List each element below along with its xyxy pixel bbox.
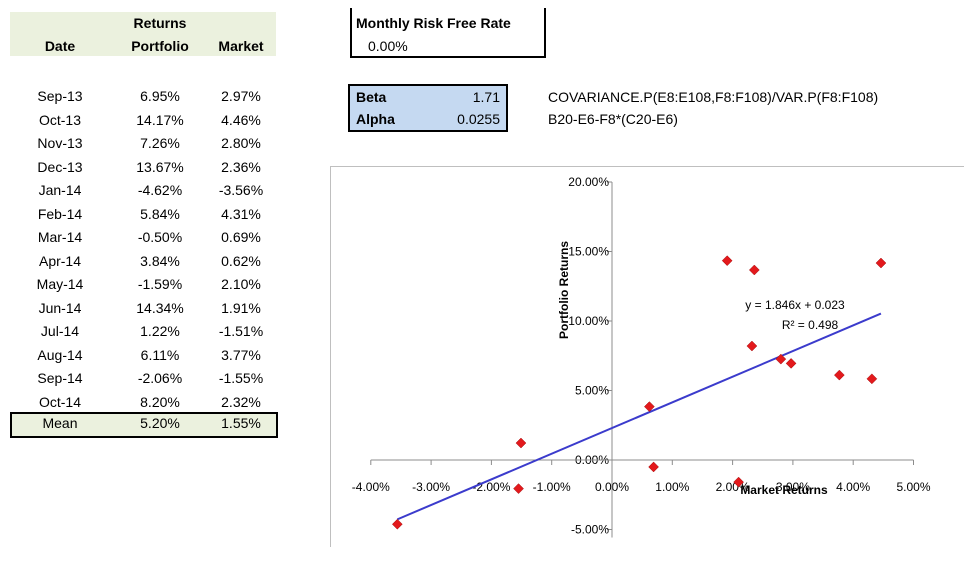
x-tick-label: 5.00% — [896, 480, 930, 494]
table-cell-date: Aug-14 — [37, 346, 83, 363]
mean-portfolio: 5.20% — [140, 415, 180, 431]
table-cell-date: Nov-13 — [37, 135, 83, 151]
data-point — [748, 264, 760, 276]
data-point — [775, 353, 787, 365]
x-tick-label: -3.00% — [412, 480, 450, 494]
risk-free-label: Monthly Risk Free Rate — [356, 15, 511, 31]
alpha-value: 0.0255 — [457, 111, 500, 127]
table-cell-portfolio: 6.11% — [140, 346, 180, 363]
table-cell-market: 2.97% — [221, 88, 261, 104]
table-cell-date: Feb-14 — [37, 205, 83, 222]
portfolio-header: Portfolio — [131, 38, 189, 54]
table-cell-market: 4.46% — [221, 111, 261, 128]
table-cell-date: Oct-14 — [38, 393, 81, 410]
table-cell-market: 2.32% — [221, 393, 261, 410]
mean-market: 1.55% — [221, 415, 261, 431]
table-cell-portfolio: 13.67% — [136, 158, 184, 175]
data-point — [833, 369, 845, 381]
y-tick-label: -5.00% — [571, 523, 609, 537]
data-point — [746, 340, 758, 352]
table-cell-portfolio: -1.59% — [137, 276, 183, 292]
data-point — [644, 401, 655, 412]
market-header: Market — [218, 38, 264, 54]
table-cell-portfolio: -0.50% — [137, 229, 183, 245]
table-cell-market: 1.91% — [221, 299, 261, 316]
table-cell-date: May-14 — [36, 276, 84, 292]
table-cell-portfolio: 6.95% — [140, 88, 180, 104]
x-tick-label: -1.00% — [533, 480, 571, 494]
data-point — [733, 476, 744, 488]
x-tick-label: -4.00% — [352, 480, 390, 494]
table-cell-market: 2.36% — [221, 158, 261, 175]
data-point — [391, 518, 403, 530]
table-cell-market: 0.62% — [221, 252, 261, 269]
table-cell-date: Sep-14 — [37, 370, 83, 386]
data-point — [721, 255, 733, 267]
alpha-formula: B20-E6-F8*(C20-E6) — [548, 111, 678, 127]
x-tick-label: 3.00% — [776, 480, 810, 494]
beta-formula: COVARIANCE.P(E8:E108,F8:F108)/VAR.P(F8:F… — [548, 89, 879, 105]
y-axis-label: Portfolio Returns — [557, 241, 571, 339]
table-cell-portfolio: 1.22% — [140, 323, 180, 339]
data-point — [875, 257, 887, 269]
table-cell-market: 2.80% — [221, 135, 261, 151]
table-cell-portfolio: 3.84% — [140, 252, 180, 269]
table-cell-date: Dec-13 — [37, 158, 83, 175]
table-cell-portfolio: 7.26% — [140, 135, 180, 151]
beta-value: 1.71 — [472, 89, 500, 105]
table-cell-market: -1.55% — [218, 370, 264, 386]
table-cell-portfolio: -4.62% — [137, 182, 183, 198]
table-cell-portfolio: 14.17% — [136, 111, 184, 128]
risk-free-value: 0.00% — [368, 38, 408, 54]
data-point — [866, 373, 878, 385]
table-cell-portfolio: -2.06% — [137, 370, 183, 386]
trendline-r-squared: R² = 0.498 — [782, 318, 839, 332]
table-cell-date: Sep-13 — [37, 88, 83, 104]
table-cell-portfolio: 8.20% — [140, 393, 180, 410]
data-point — [648, 461, 659, 473]
table-cell-market: 4.31% — [221, 205, 261, 222]
table-header-band — [10, 12, 276, 56]
table-cell-market: 3.77% — [221, 346, 261, 363]
table-cell-portfolio: 5.84% — [140, 205, 180, 222]
table-cell-portfolio: 14.34% — [136, 299, 184, 316]
data-point — [513, 483, 524, 494]
trendline — [396, 312, 882, 521]
table-cell-date: Jun-14 — [38, 299, 82, 316]
table-cell-date: Mar-14 — [37, 229, 83, 245]
trendline-equation: y = 1.846x + 0.023 — [745, 298, 845, 312]
y-tick-label: 5.00% — [575, 384, 609, 398]
y-tick-label: 15.00% — [568, 245, 609, 259]
x-tick-label: -2.00% — [472, 480, 510, 494]
table-cell-date: Jul-14 — [40, 323, 80, 339]
table-cell-date: Apr-14 — [38, 252, 82, 269]
table-cell-date: Jan-14 — [38, 182, 82, 198]
alpha-label: Alpha — [356, 111, 395, 127]
table-cell-market: -3.56% — [218, 182, 264, 198]
data-point — [515, 437, 527, 449]
beta-label: Beta — [356, 89, 387, 105]
y-tick-label: 10.00% — [568, 314, 609, 328]
returns-header: Returns — [133, 15, 187, 31]
table-cell-date: Oct-13 — [38, 111, 81, 128]
x-tick-label: 4.00% — [836, 480, 870, 494]
table-cell-market: -1.51% — [218, 323, 264, 339]
date-header: Date — [44, 38, 76, 54]
beta-alpha-box — [348, 84, 508, 132]
x-axis-label: Market Returns — [740, 483, 828, 497]
table-cell-market: 0.69% — [221, 229, 261, 245]
mean-row — [10, 412, 278, 438]
chart-frame — [330, 166, 964, 547]
mean-label: Mean — [42, 415, 78, 431]
x-tick-label: 1.00% — [655, 480, 689, 494]
y-tick-label: 20.00% — [568, 175, 609, 189]
table-cell-market: 2.10% — [221, 276, 261, 292]
data-point — [785, 358, 797, 369]
risk-free-box — [350, 8, 546, 58]
